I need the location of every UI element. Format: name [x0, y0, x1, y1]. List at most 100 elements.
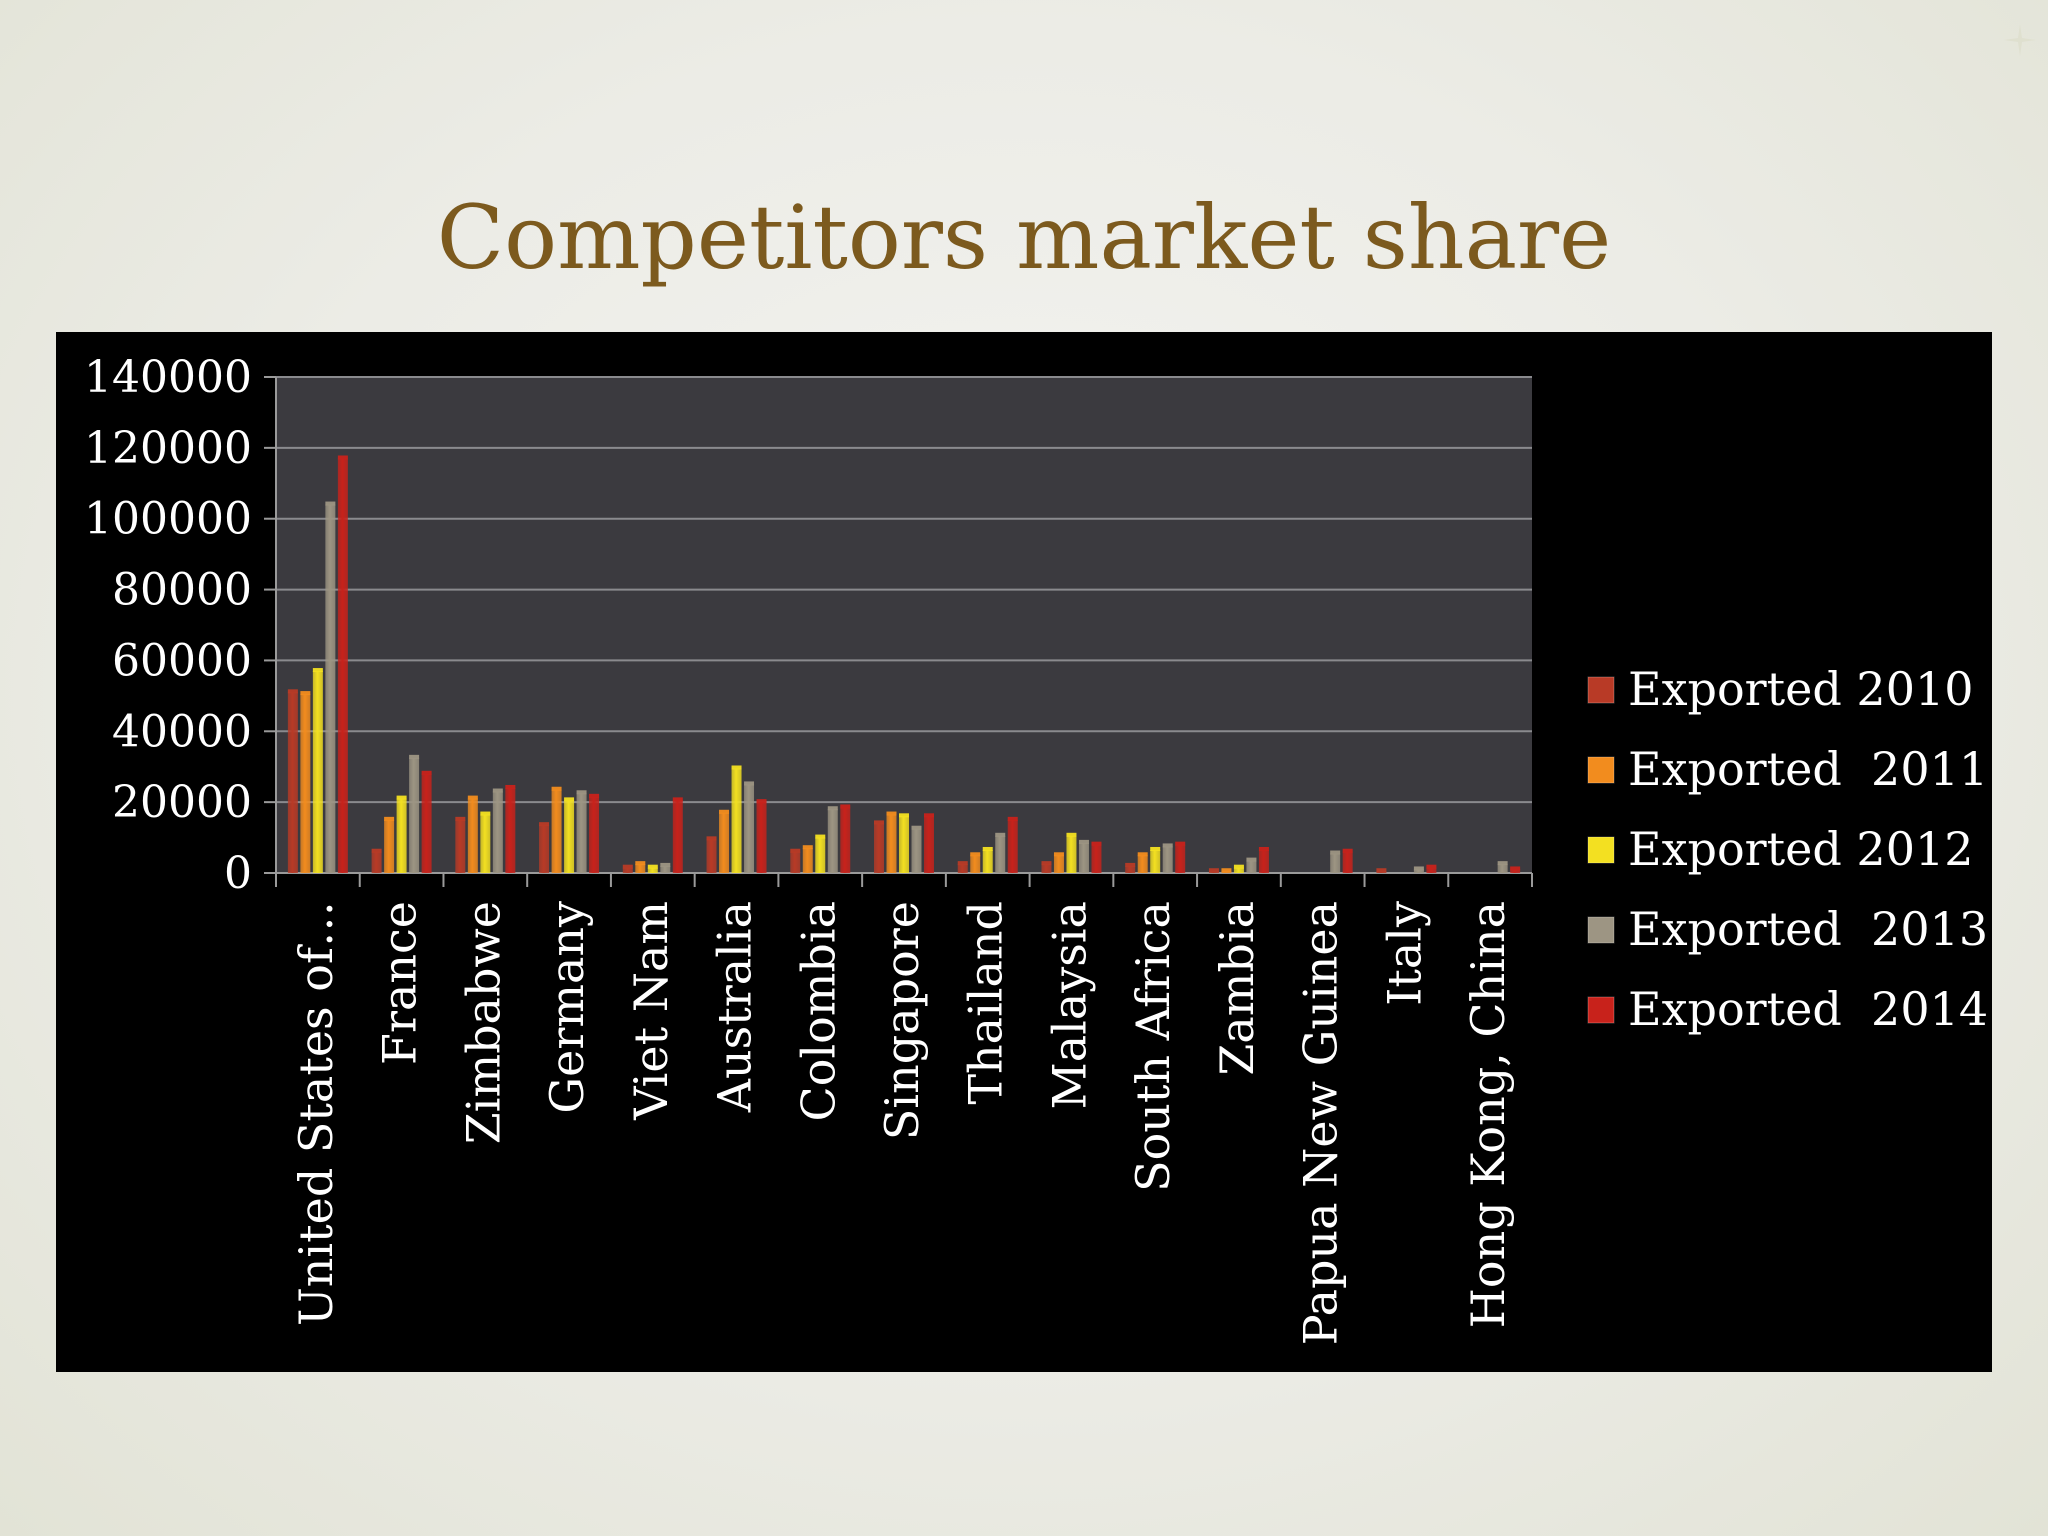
slide-title: Competitors market share — [436, 186, 1612, 289]
bar — [802, 848, 813, 873]
bar — [622, 867, 633, 873]
bar — [409, 757, 420, 873]
bar-top — [409, 754, 420, 759]
bar — [970, 855, 981, 873]
bar-top — [660, 862, 671, 867]
legend-swatch — [1587, 756, 1615, 784]
bar-top — [1497, 861, 1508, 866]
bar-top — [1376, 868, 1387, 873]
bar — [1175, 844, 1186, 873]
bar — [287, 692, 298, 873]
bar-top — [492, 788, 503, 793]
bar — [672, 800, 683, 873]
bar-top — [790, 848, 801, 853]
y-tick-label: 20000 — [112, 777, 252, 828]
bar — [1497, 864, 1508, 873]
bar — [325, 504, 336, 873]
bar-top — [1233, 864, 1244, 869]
bar-top — [982, 846, 993, 851]
bar — [1078, 842, 1089, 873]
legend-label: Exported 2010 — [1628, 662, 1974, 716]
bar-chart: 020000400006000080000100000120000140000 … — [84, 352, 1988, 1345]
y-tick-label: 40000 — [112, 706, 252, 757]
bar-top — [1150, 846, 1161, 851]
bar — [539, 825, 550, 873]
bar-top — [325, 501, 336, 506]
bar — [551, 789, 562, 873]
bar-top — [886, 811, 897, 816]
x-tick-label: Germany — [540, 901, 594, 1114]
x-tick-label: South Africa — [1126, 901, 1180, 1192]
bar-top — [396, 795, 407, 800]
bar — [995, 835, 1006, 873]
x-tick-label: Zimbabwe — [456, 901, 510, 1144]
x-tick-label: Italy — [1377, 901, 1431, 1006]
legend-label: Exported 2011 — [1628, 742, 1988, 796]
bar-top — [756, 799, 767, 804]
bar — [647, 867, 658, 873]
legend-swatch — [1587, 996, 1615, 1024]
bar — [660, 865, 671, 873]
bar — [731, 768, 742, 873]
bar-top — [539, 822, 550, 827]
bar — [815, 837, 826, 873]
x-tick-label: Viet Nam — [624, 901, 678, 1121]
bar — [706, 839, 717, 873]
bar — [1137, 855, 1148, 873]
y-tick-label: 60000 — [112, 635, 252, 686]
bar — [1246, 860, 1257, 873]
x-tick-label: Papua New Guinea — [1294, 901, 1348, 1345]
bar-top — [1007, 816, 1018, 821]
bar — [1258, 849, 1269, 873]
x-tick-label: Zambia — [1210, 901, 1264, 1076]
bar-top — [1162, 843, 1173, 848]
bar-top — [300, 691, 311, 696]
bar-top — [1510, 866, 1521, 871]
bar-top — [1175, 841, 1186, 846]
bar — [421, 773, 432, 873]
bar-top — [995, 832, 1006, 837]
bar-top — [1066, 832, 1077, 837]
bar-top — [957, 861, 968, 866]
bar-top — [924, 813, 934, 818]
y-tick-label: 80000 — [112, 565, 252, 616]
bars — [287, 455, 1521, 873]
y-tick-label: 100000 — [84, 494, 252, 545]
bar — [1426, 867, 1437, 873]
bar-top — [287, 689, 298, 694]
bar — [1041, 864, 1052, 873]
bar — [886, 814, 897, 873]
bar — [1091, 844, 1102, 873]
bar-top — [672, 797, 683, 802]
bar — [1162, 846, 1173, 873]
bar — [790, 851, 801, 873]
bar — [396, 798, 407, 873]
bar — [564, 800, 575, 873]
bar — [589, 796, 600, 873]
bar-top — [1221, 868, 1232, 873]
bar-top — [1258, 846, 1269, 851]
legend-swatch — [1587, 836, 1615, 864]
bar — [371, 851, 382, 873]
bar — [505, 787, 516, 873]
bar-top — [1208, 868, 1219, 873]
bar-top — [899, 813, 909, 818]
bar-top — [1041, 861, 1052, 866]
bar-top — [1426, 864, 1437, 869]
y-tick-label: 140000 — [84, 352, 252, 403]
bar-top — [1078, 839, 1089, 844]
bar-top — [1125, 862, 1136, 867]
legend: Exported 2010 Exported 2011 Exported 2012 E… — [1587, 662, 1988, 1036]
bar-top — [635, 861, 646, 866]
bar — [576, 793, 587, 873]
bar — [1413, 869, 1424, 873]
bar — [1233, 867, 1244, 873]
bar — [744, 784, 755, 873]
bar — [300, 694, 311, 873]
x-tick-label: Colombia — [791, 901, 845, 1122]
bar — [1342, 851, 1353, 873]
bar-top — [312, 668, 323, 673]
bar-top — [384, 816, 395, 821]
bar-top — [802, 845, 813, 850]
bar — [480, 814, 491, 873]
